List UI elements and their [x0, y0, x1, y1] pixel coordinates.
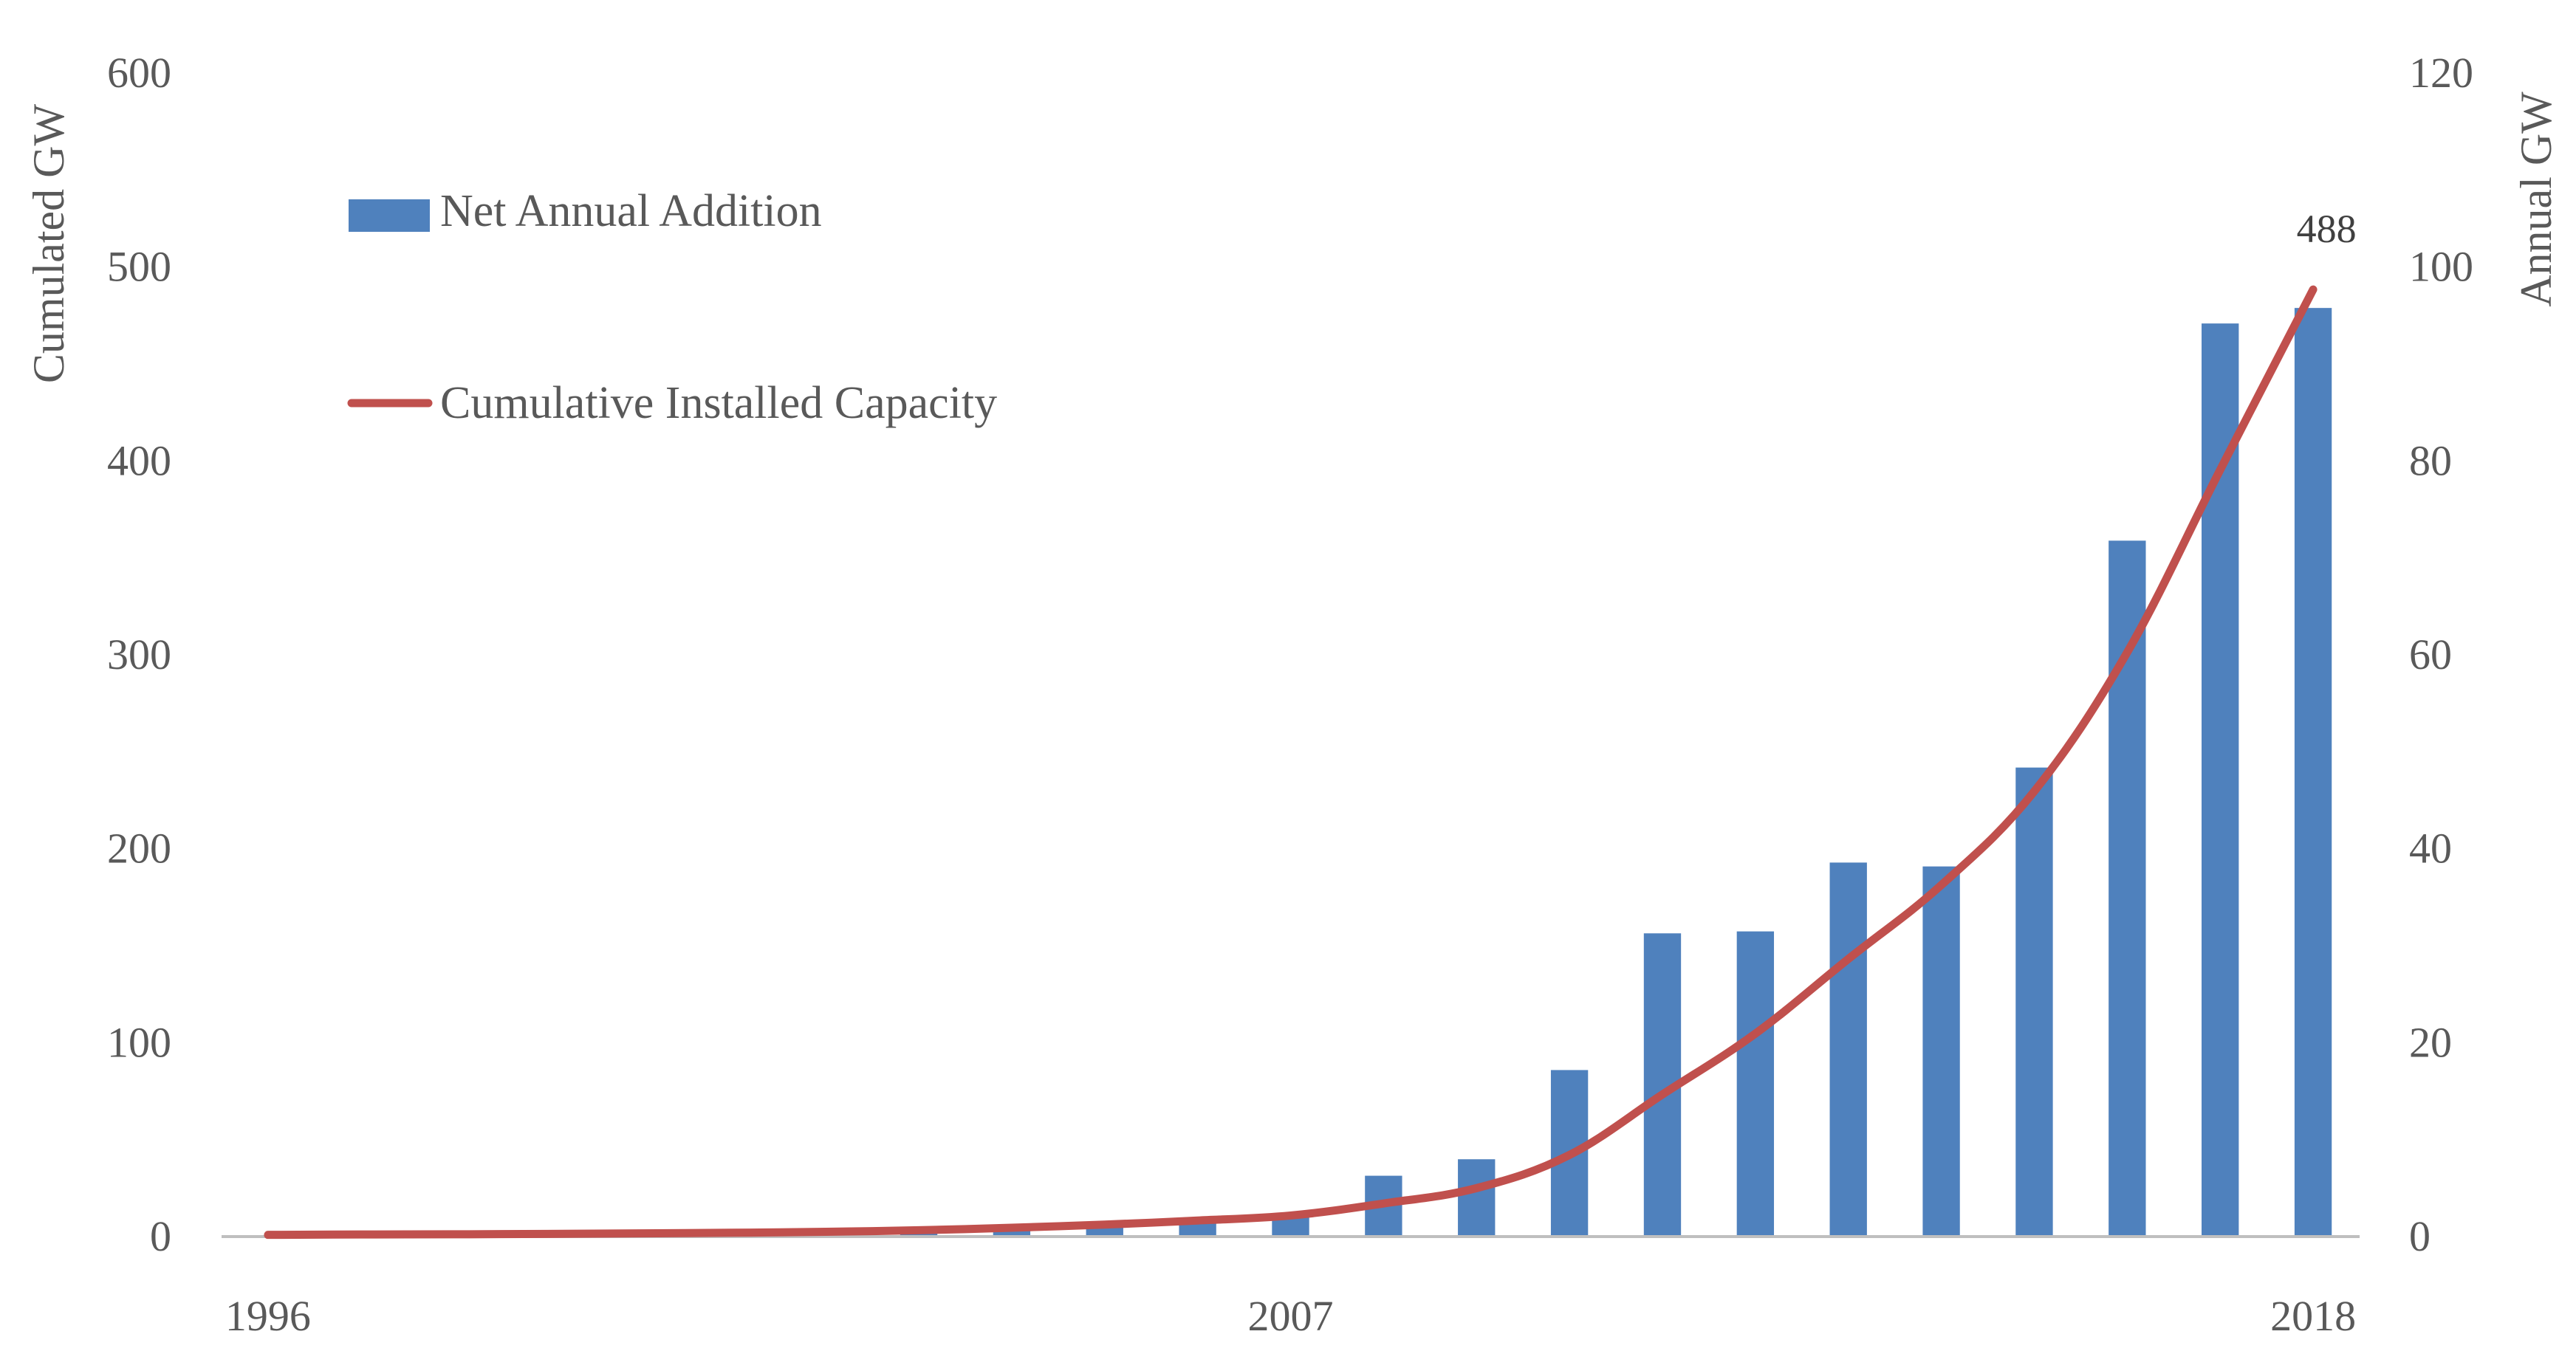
cumulative-capacity-line — [264, 285, 2318, 1240]
bar-2018 — [2294, 308, 2332, 1236]
left-axis-tick: 300 — [107, 630, 171, 678]
bar-2004 — [993, 1228, 1031, 1236]
bar-2015 — [2015, 767, 2053, 1236]
bar-2012 — [1736, 931, 1775, 1236]
text-layer: 0 100 200 300 400 500 600 0 20 40 60 80 100 120 Cumula… — [24, 49, 2560, 1340]
x-axis-tick-label: 2007 — [1248, 1292, 1334, 1340]
bar-2013 — [1829, 862, 1867, 1236]
right-axis-tick: 100 — [2409, 243, 2473, 291]
left-axis-tick: 500 — [107, 243, 171, 291]
right-axis-tick: 20 — [2409, 1018, 2452, 1066]
right-axis-tick: 60 — [2409, 630, 2452, 678]
left-axis-tick: 100 — [107, 1018, 171, 1066]
legend-label-cumulative-capacity: Cumulative Installed Capacity — [440, 378, 997, 428]
bars-layer — [621, 308, 2332, 1236]
bar-2003 — [900, 1233, 938, 1236]
line-layer — [264, 285, 2318, 1240]
right-axis-tick: 80 — [2409, 436, 2452, 484]
left-axis-tick: 200 — [107, 825, 171, 873]
bar-2017 — [2202, 323, 2239, 1236]
x-axis-tick-label: 2018 — [2270, 1292, 2356, 1340]
left-axis-tick: 0 — [150, 1212, 171, 1260]
x-axis-tick-label: 1996 — [225, 1292, 311, 1340]
data-label-488: 488 — [2297, 207, 2357, 251]
legend-swatch-bar — [349, 199, 430, 232]
left-axis-tick: 400 — [107, 436, 171, 484]
right-axis-title: Annual GW — [2512, 92, 2560, 307]
bar-2014 — [1922, 866, 1960, 1236]
right-axis-tick: 40 — [2409, 825, 2452, 873]
right-axis-tick: 120 — [2409, 49, 2473, 97]
right-axis-tick: 0 — [2409, 1212, 2431, 1260]
left-axis-tick: 600 — [107, 49, 171, 97]
left-axis-title: Cumulated GW — [24, 104, 73, 384]
bar-2009 — [1458, 1159, 1496, 1236]
legend-label-annual-addition: Net Annual Addition — [440, 186, 822, 236]
